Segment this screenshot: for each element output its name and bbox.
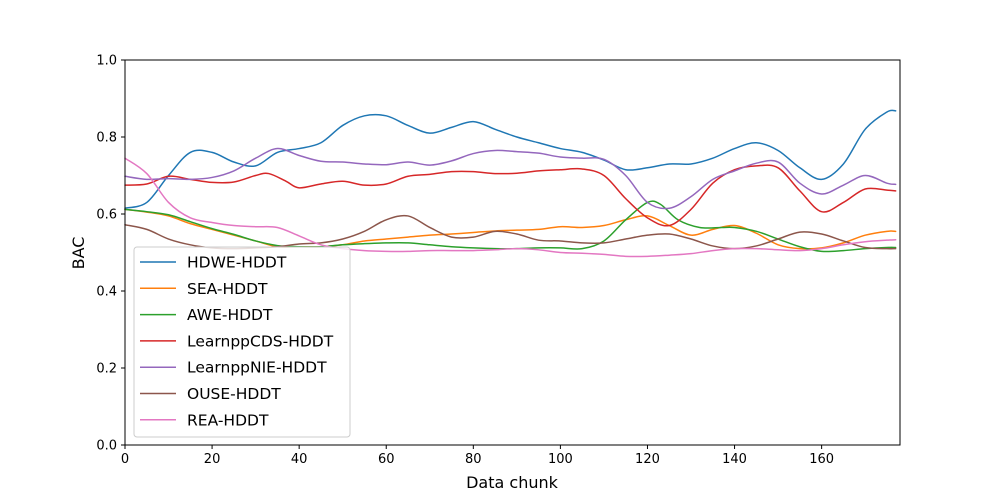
legend-label: AWE-HDDT: [187, 306, 273, 324]
legend-label: LearnppCDS-HDDT: [187, 332, 334, 350]
y-tick-label: 0.8: [96, 131, 117, 146]
legend-label: LearnppNIE-HDDT: [187, 359, 327, 377]
y-tick-label: 1.0: [96, 54, 117, 69]
y-tick-label: 0.0: [96, 439, 117, 454]
y-tick-label: 0.2: [96, 362, 117, 377]
series-line-rea-hddt: [124, 157, 897, 258]
x-tick-label: 80: [465, 452, 482, 467]
legend-label: OUSE-HDDT: [187, 385, 281, 403]
series-line-hdwe-hddt: [124, 109, 897, 209]
legend-label: HDWE-HDDT: [187, 254, 287, 272]
series-line-learnppnie-hddt: [124, 147, 897, 210]
x-tick-label: 40: [291, 452, 308, 467]
y-axis-label: BAC: [69, 237, 88, 270]
plot-lines: [124, 109, 897, 258]
legend-box: [133, 246, 351, 438]
y-tick-label: 0.6: [96, 208, 117, 223]
x-axis: 0 20 40 60 80 100 120 140 160: [121, 445, 834, 467]
legend: HDWE-HDDT SEA-HDDT AWE-HDDT LearnppCDS-HDDT…: [133, 246, 351, 438]
x-tick-label: 140: [722, 452, 747, 467]
x-tick-label: 100: [548, 452, 573, 467]
x-tick-label: 20: [204, 452, 221, 467]
plot-area-frame: [124, 59, 901, 446]
y-axis: 0.0 0.2 0.4 0.6 0.8 1.0: [96, 54, 125, 454]
x-tick-label: 120: [635, 452, 660, 467]
x-tick-label: 160: [809, 452, 834, 467]
legend-label: REA-HDDT: [187, 411, 269, 429]
x-tick-label: 0: [121, 452, 129, 467]
series-line-learnppcds-hddt: [124, 164, 897, 227]
legend-label: SEA-HDDT: [187, 280, 268, 298]
y-tick-label: 0.4: [96, 285, 117, 300]
x-axis-label: Data chunk: [466, 473, 559, 492]
x-tick-label: 60: [378, 452, 395, 467]
